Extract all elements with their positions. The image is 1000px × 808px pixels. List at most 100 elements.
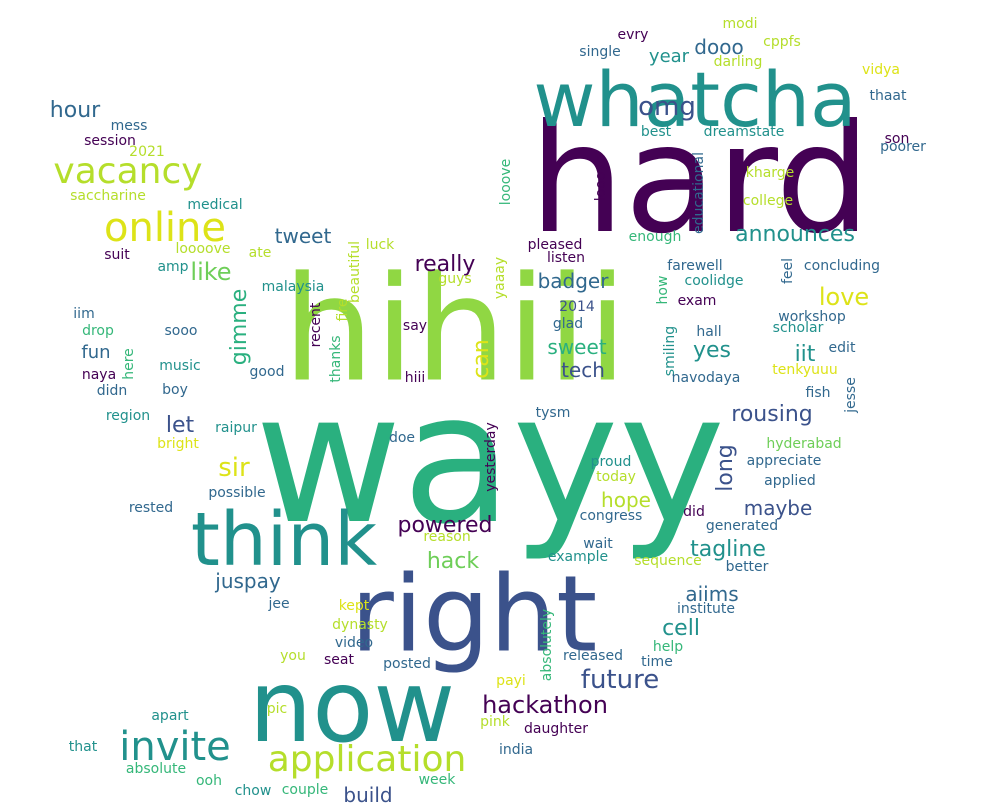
cloud-word: posted [383,656,431,672]
cloud-word: glad [552,316,584,332]
cloud-word: poorer [880,139,926,155]
cloud-word: ate [248,245,272,261]
cloud-word: invite [119,724,231,770]
cloud-word: help [652,639,684,655]
cloud-word: scholar [772,320,824,336]
cloud-word: applied [764,473,816,489]
cloud-word: generated [705,518,779,534]
cloud-word: didn [96,383,128,399]
cloud-word: omg [638,92,696,122]
cloud-word: pic [266,701,288,717]
cloud-word: fish [805,385,831,401]
cloud-word: institute [677,601,735,617]
cloud-word: pleased [527,237,583,253]
cloud-word: here [121,348,137,380]
cloud-word: feel [780,257,796,285]
cloud-word: hihiii [282,245,628,415]
cloud-word: tagline [690,537,766,562]
cloud-word: kharge [745,165,795,181]
cloud-word: chow [234,783,272,799]
cloud-word: amp [157,259,189,275]
cloud-word: evry [617,27,649,43]
cloud-word: 2014 [559,299,595,315]
cloud-word: maybe [743,496,813,520]
cloud-word: hope [601,488,651,512]
cloud-word: time [641,654,673,670]
cloud-word: how [655,275,671,305]
cloud-word: thaat [869,88,907,104]
cloud-word: iit [794,342,816,367]
cloud-word: possible [208,485,266,501]
cloud-word: sequence [634,553,702,569]
cloud-word: iim [73,306,95,322]
cloud-word: drop [82,323,114,339]
cloud-word: raipur [215,420,257,436]
cloud-word: educational [691,152,707,234]
cloud-word: 2021 [129,144,165,160]
cloud-word: enough [628,229,682,245]
cloud-word: modi [722,16,758,32]
cloud-word: badger [537,269,609,293]
cloud-word: cppfs [763,34,801,50]
cloud-word: dynasty [332,617,388,633]
cloud-word: couple [281,782,329,798]
cloud-word: coolidge [684,273,744,289]
cloud-word: listen [546,250,586,266]
cloud-word: long [713,444,738,492]
cloud-word: hack [426,549,480,574]
cloud-word: like [190,258,232,286]
cloud-word: reason [423,529,471,545]
cloud-word: yesterday [483,422,499,492]
cloud-word: beautiful [347,240,363,304]
cloud-word: can [469,339,494,379]
cloud-word: year [648,46,690,67]
cloud-word: saccharine [70,188,146,204]
cloud-word: best [640,124,672,140]
cloud-word: absolute [125,761,187,777]
cloud-word: let [165,413,195,438]
cloud-word: future [580,665,660,695]
cloud-word: naya [81,367,117,383]
cloud-word: daughter [524,721,588,737]
cloud-word: dooo [694,35,744,59]
cloud-word: rested [128,500,174,516]
cloud-word: college [742,193,794,209]
cloud-word: mess [110,118,148,134]
cloud-word: looove [593,154,609,202]
cloud-word: video [334,635,374,651]
cloud-word: malaysia [261,279,325,295]
cloud-word: darling [713,54,763,70]
cloud-word: bright [157,436,199,452]
cloud-word: wayy [254,355,726,564]
cloud-word: gimme [227,288,252,366]
cloud-word: ooh [195,773,223,789]
cloud-word: jesse [843,377,859,413]
cloud-word: vacancy [53,151,203,192]
cloud-word: tysm [535,405,571,421]
cloud-word: appreciate [746,453,822,469]
cloud-word: vidya [862,62,900,78]
cloud-word: love [818,283,870,311]
cloud-word: recent [308,302,324,348]
cloud-word: sweet [547,335,607,359]
cloud-word: today [596,469,636,485]
cloud-word: music [159,358,201,374]
cloud-word: build [343,783,393,807]
cloud-word: tweet [274,224,332,248]
cloud-word: kept [338,598,370,614]
cloud-word: aiims [685,582,739,606]
cloud-word: session [84,133,136,149]
cloud-word: exam [677,293,717,309]
cloud-word: boy [162,382,188,398]
cloud-word: hyderabad [766,436,842,452]
cloud-word: application [267,739,467,780]
cloud-word: wait [583,536,613,552]
cloud-word: fire [335,298,351,322]
cloud-word: absolutely [539,608,555,682]
cloud-word: announces [735,222,855,247]
cloud-word: that [68,739,98,755]
cloud-word: suit [104,247,130,263]
cloud-word: looove [498,158,514,206]
cloud-word: apart [151,708,189,724]
